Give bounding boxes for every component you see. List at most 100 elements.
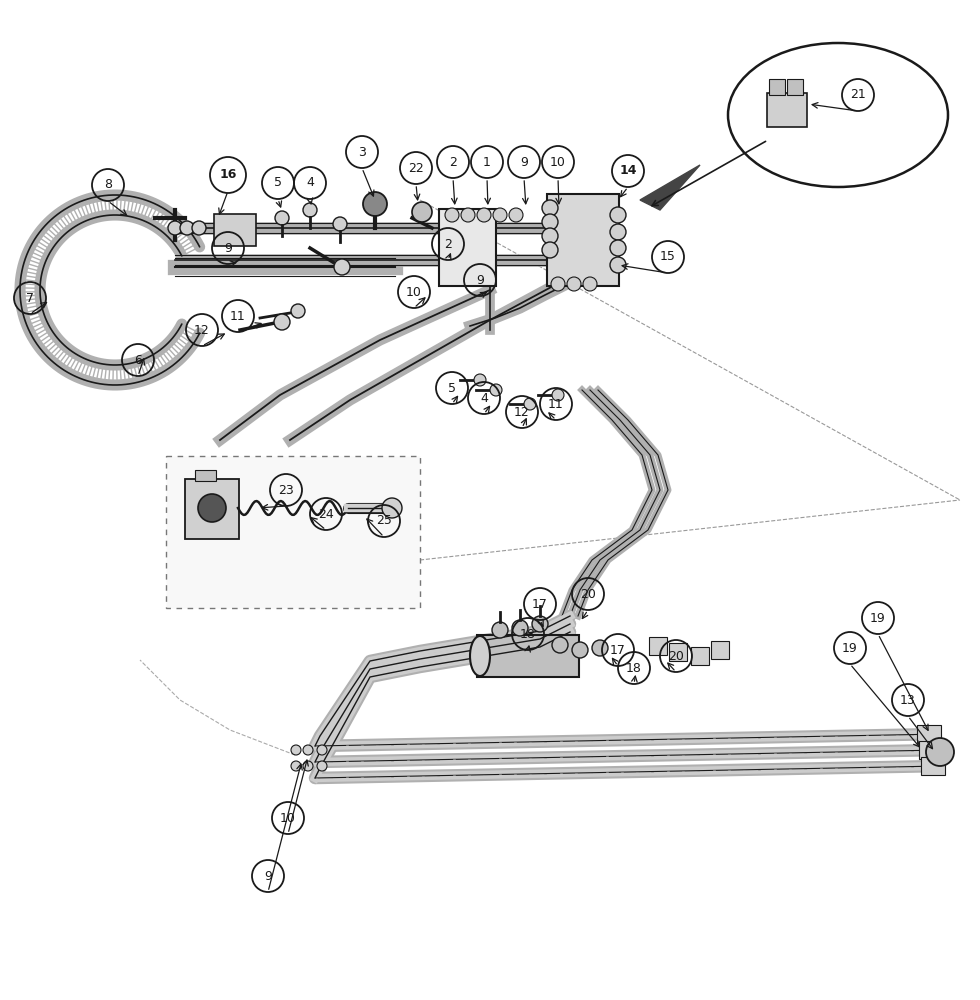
Circle shape [303, 761, 313, 771]
Text: 19: 19 [842, 642, 858, 654]
Circle shape [291, 761, 301, 771]
Circle shape [512, 620, 528, 636]
Text: 18: 18 [626, 662, 642, 674]
Circle shape [198, 494, 226, 522]
Circle shape [275, 211, 289, 225]
Circle shape [610, 207, 626, 223]
FancyBboxPatch shape [921, 757, 945, 775]
Text: 25: 25 [376, 514, 392, 528]
Circle shape [474, 374, 486, 386]
Text: 18: 18 [520, 628, 536, 641]
FancyBboxPatch shape [547, 194, 619, 286]
Text: 21: 21 [850, 89, 866, 102]
Circle shape [333, 217, 347, 231]
Circle shape [509, 208, 523, 222]
Text: 9: 9 [264, 869, 271, 882]
Circle shape [524, 398, 536, 410]
Text: 3: 3 [358, 145, 366, 158]
FancyBboxPatch shape [166, 456, 420, 608]
Circle shape [334, 259, 350, 275]
Text: 4: 4 [306, 176, 314, 190]
Text: 4: 4 [480, 391, 488, 404]
Circle shape [382, 498, 402, 518]
Circle shape [583, 277, 597, 291]
Text: 10: 10 [550, 155, 565, 168]
FancyBboxPatch shape [214, 214, 256, 246]
FancyBboxPatch shape [649, 637, 667, 655]
Circle shape [592, 640, 608, 656]
Text: 5: 5 [448, 381, 456, 394]
Circle shape [180, 221, 194, 235]
FancyBboxPatch shape [767, 93, 807, 127]
Text: 20: 20 [580, 587, 596, 600]
Circle shape [192, 221, 206, 235]
FancyBboxPatch shape [439, 209, 496, 286]
Text: 13: 13 [900, 694, 916, 706]
Circle shape [610, 257, 626, 273]
Text: 5: 5 [274, 176, 282, 190]
FancyBboxPatch shape [669, 643, 687, 661]
Text: 9: 9 [476, 273, 484, 286]
Circle shape [490, 384, 502, 396]
Circle shape [291, 304, 305, 318]
Text: 19: 19 [870, 611, 886, 624]
Text: 11: 11 [548, 397, 564, 410]
FancyBboxPatch shape [787, 79, 803, 95]
FancyBboxPatch shape [711, 641, 729, 659]
Circle shape [412, 202, 432, 222]
Text: 12: 12 [194, 324, 210, 336]
FancyBboxPatch shape [919, 741, 943, 759]
Text: 16: 16 [220, 168, 237, 182]
FancyBboxPatch shape [194, 470, 216, 481]
Circle shape [926, 738, 954, 766]
Circle shape [317, 745, 327, 755]
Circle shape [445, 208, 459, 222]
Circle shape [610, 240, 626, 256]
Circle shape [567, 277, 581, 291]
Text: 20: 20 [668, 650, 684, 662]
Circle shape [542, 228, 558, 244]
Text: 9: 9 [224, 241, 232, 254]
Circle shape [168, 221, 182, 235]
Circle shape [303, 203, 317, 217]
Text: 10: 10 [406, 286, 422, 298]
Circle shape [542, 242, 558, 258]
Circle shape [492, 622, 508, 638]
Circle shape [542, 200, 558, 216]
Ellipse shape [470, 636, 490, 676]
Circle shape [274, 314, 290, 330]
Circle shape [552, 637, 568, 653]
FancyBboxPatch shape [917, 725, 941, 743]
Circle shape [610, 224, 626, 240]
Text: 23: 23 [278, 484, 294, 496]
FancyBboxPatch shape [477, 635, 579, 677]
Text: 14: 14 [619, 164, 637, 178]
Text: 6: 6 [134, 354, 142, 366]
Circle shape [493, 208, 507, 222]
Text: 7: 7 [26, 292, 34, 304]
Circle shape [477, 208, 491, 222]
Circle shape [303, 745, 313, 755]
Circle shape [552, 389, 564, 401]
Text: 2: 2 [449, 155, 457, 168]
Text: 22: 22 [408, 161, 424, 174]
FancyBboxPatch shape [691, 647, 709, 665]
Text: 1: 1 [483, 155, 491, 168]
Text: 17: 17 [532, 597, 548, 610]
Circle shape [532, 616, 548, 632]
Text: 15: 15 [661, 250, 676, 263]
FancyBboxPatch shape [769, 79, 785, 95]
FancyBboxPatch shape [185, 479, 239, 539]
Text: 17: 17 [611, 644, 626, 656]
Text: 10: 10 [280, 812, 296, 824]
Text: 8: 8 [104, 178, 112, 192]
Polygon shape [640, 165, 700, 210]
Text: 2: 2 [444, 237, 452, 250]
Circle shape [461, 208, 475, 222]
Text: 12: 12 [514, 406, 530, 418]
Circle shape [542, 214, 558, 230]
Text: 11: 11 [230, 310, 246, 322]
Circle shape [572, 642, 588, 658]
Text: 9: 9 [520, 155, 528, 168]
Text: 24: 24 [318, 508, 334, 520]
